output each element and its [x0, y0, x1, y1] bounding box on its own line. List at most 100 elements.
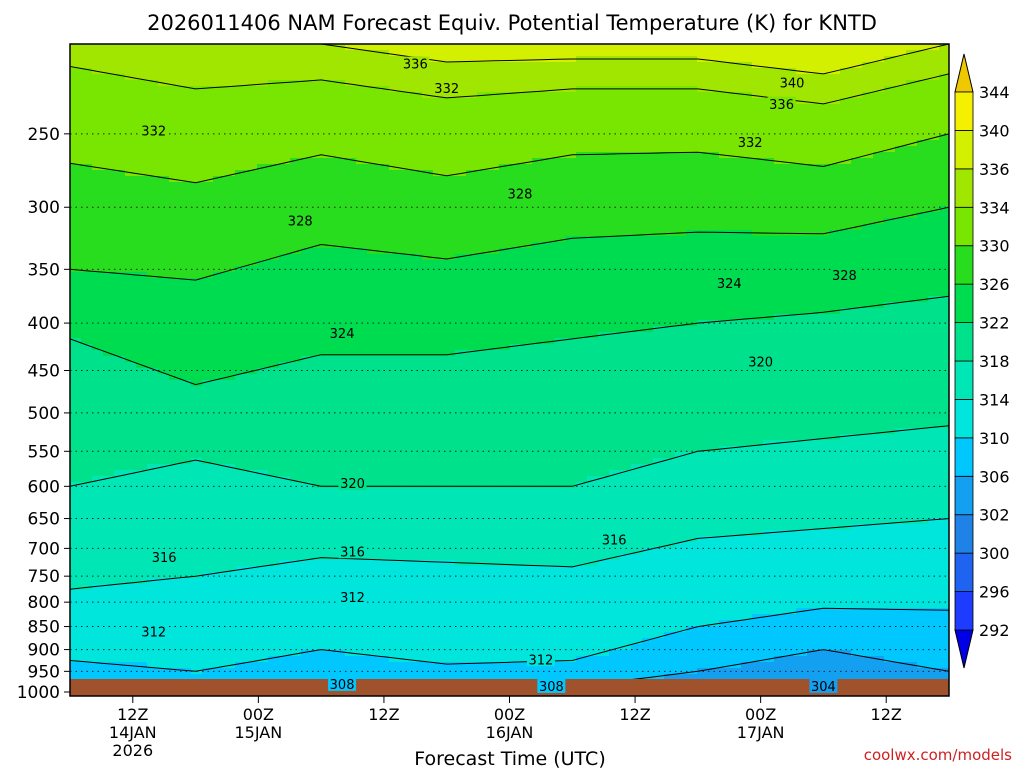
field-cell — [290, 194, 302, 201]
field-cell — [488, 122, 500, 129]
field-cell — [345, 224, 357, 231]
field-cell — [114, 128, 126, 135]
field-cell — [202, 338, 214, 345]
field-cell — [433, 278, 445, 285]
field-cell — [389, 380, 401, 387]
field-cell — [356, 458, 368, 465]
field-cell — [510, 554, 522, 561]
field-cell — [81, 446, 93, 453]
field-cell — [532, 290, 544, 297]
field-cell — [268, 362, 280, 369]
field-cell — [356, 608, 368, 615]
field-cell — [378, 278, 390, 285]
field-cell — [444, 146, 456, 153]
field-cell — [433, 74, 445, 81]
field-cell — [323, 86, 335, 93]
field-cell — [565, 158, 577, 165]
field-cell — [389, 512, 401, 519]
field-cell — [565, 404, 577, 411]
field-cell — [81, 278, 93, 285]
field-cell — [180, 446, 192, 453]
field-cell — [400, 452, 412, 459]
field-cell — [246, 110, 258, 117]
field-cell — [136, 50, 148, 57]
field-cell — [136, 302, 148, 309]
field-cell — [367, 104, 379, 111]
field-cell — [301, 50, 313, 57]
field-cell — [554, 62, 566, 69]
field-cell — [334, 536, 346, 543]
field-cell — [411, 584, 423, 591]
field-cell — [565, 176, 577, 183]
field-cell — [323, 578, 335, 585]
field-cell — [81, 542, 93, 549]
field-cell — [213, 128, 225, 135]
field-cell — [301, 500, 313, 507]
field-cell — [114, 482, 126, 489]
field-cell — [202, 506, 214, 513]
field-cell — [543, 392, 555, 399]
field-cell — [422, 482, 434, 489]
field-cell — [565, 224, 577, 231]
field-cell — [345, 566, 357, 573]
field-cell — [224, 476, 236, 483]
field-cell — [477, 158, 489, 165]
field-cell — [411, 632, 423, 639]
field-cell — [191, 80, 203, 87]
field-cell — [279, 140, 291, 147]
field-cell — [356, 200, 368, 207]
field-cell — [312, 170, 324, 177]
field-cell — [521, 332, 533, 339]
field-cell — [367, 500, 379, 507]
field-cell — [422, 590, 434, 597]
field-cell — [158, 290, 170, 297]
field-cell — [202, 626, 214, 633]
field-cell — [114, 536, 126, 543]
field-cell — [169, 302, 181, 309]
field-cell — [268, 86, 280, 93]
field-cell — [70, 254, 82, 261]
field-cell — [378, 74, 390, 81]
field-cell — [521, 68, 533, 75]
field-cell — [521, 254, 533, 261]
field-cell — [455, 674, 467, 681]
field-cell — [191, 302, 203, 309]
field-cell — [224, 674, 236, 681]
field-cell — [532, 380, 544, 387]
field-cell — [389, 554, 401, 561]
field-cell — [334, 158, 346, 165]
field-cell — [356, 386, 368, 393]
field-cell — [81, 230, 93, 237]
field-cell — [565, 434, 577, 441]
field-cell — [510, 212, 522, 219]
field-cell — [202, 134, 214, 141]
field-cell — [136, 218, 148, 225]
field-cell — [488, 92, 500, 99]
field-cell — [114, 554, 126, 561]
field-cell — [400, 380, 412, 387]
field-cell — [224, 446, 236, 453]
field-cell — [356, 350, 368, 357]
field-cell — [158, 260, 170, 267]
field-cell — [554, 608, 566, 615]
field-cell — [235, 284, 247, 291]
field-cell — [565, 242, 577, 249]
field-cell — [400, 122, 412, 129]
field-cell — [279, 512, 291, 519]
field-cell — [235, 494, 247, 501]
field-cell — [180, 158, 192, 165]
field-cell — [169, 662, 181, 669]
field-cell — [466, 656, 478, 663]
field-cell — [180, 314, 192, 321]
field-cell — [202, 104, 214, 111]
field-cell — [532, 470, 544, 477]
field-cell — [422, 548, 434, 555]
field-cell — [125, 224, 137, 231]
field-cell — [389, 86, 401, 93]
field-cell — [81, 308, 93, 315]
field-cell — [543, 158, 555, 165]
field-cell — [268, 506, 280, 513]
field-cell — [521, 632, 533, 639]
field-cell — [554, 620, 566, 627]
field-cell — [455, 296, 467, 303]
